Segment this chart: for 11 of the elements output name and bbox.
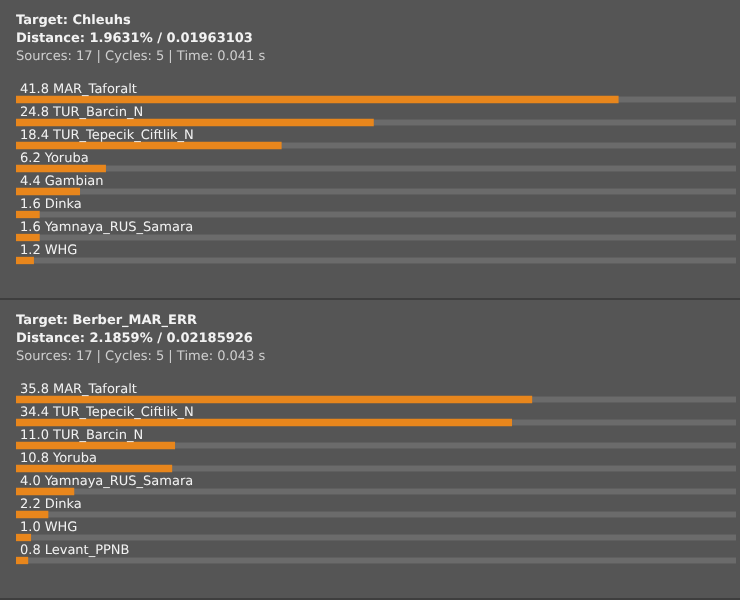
bar — [16, 164, 106, 173]
bar — [16, 233, 40, 242]
bar — [16, 210, 40, 219]
bar — [16, 510, 49, 519]
bar — [16, 187, 81, 196]
bar — [16, 487, 75, 496]
bar — [16, 464, 173, 473]
bar — [16, 533, 32, 542]
bar — [16, 556, 29, 565]
bar — [16, 256, 34, 265]
bar — [16, 441, 176, 450]
